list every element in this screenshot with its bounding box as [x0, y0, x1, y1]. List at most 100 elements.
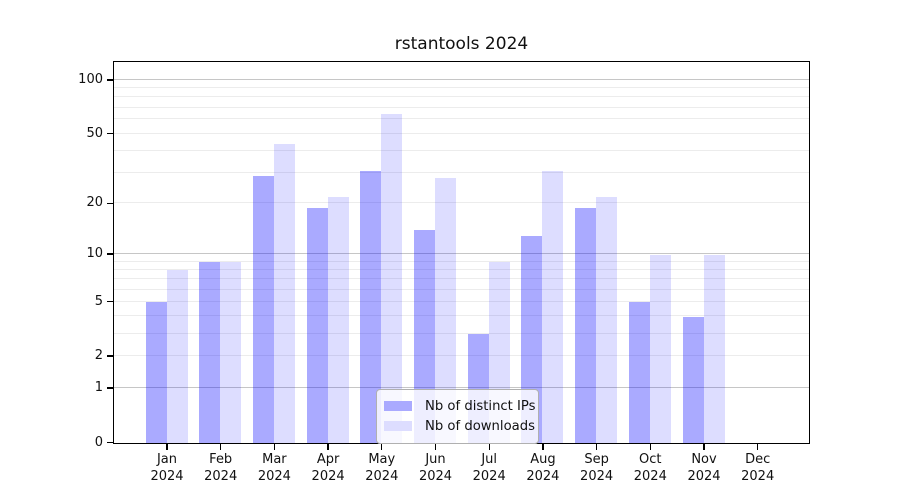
y-tick-label-2: 2	[94, 348, 103, 364]
x-tick-month: Sep	[584, 452, 609, 467]
x-tick-year: 2024	[472, 469, 506, 484]
gridline-y-40	[114, 149, 809, 151]
x-tick-year: 2024	[311, 469, 345, 484]
y-tick-10	[107, 253, 113, 255]
bar-nb-of-distinct-ips-nov-2024	[682, 316, 704, 443]
bar-nb-of-distinct-ips-may-2024	[360, 170, 382, 443]
x-tick-month: Mar	[262, 452, 287, 467]
y-tick-0	[107, 441, 113, 444]
y-tick-label-0: 0	[94, 434, 103, 450]
y-tick-label-20: 20	[86, 195, 103, 211]
x-tick-label-oct-2024: Oct 2024	[618, 451, 682, 485]
y-tick-100	[107, 79, 113, 81]
x-tick-sep-2024	[595, 444, 598, 450]
x-tick-mar-2024	[273, 444, 276, 450]
y-tick-label-10: 10	[86, 246, 103, 262]
bar-nb-of-downloads-jan-2024	[166, 270, 188, 443]
gridline-y-20	[114, 202, 809, 204]
gridline-y-10	[114, 252, 809, 255]
x-tick-label-jan-2024: Jan 2024	[135, 451, 199, 485]
gridline-y-5	[114, 300, 809, 302]
x-tick-year: 2024	[687, 469, 721, 484]
bar-nb-of-downloads-aug-2024	[542, 170, 564, 443]
gridline-y-90	[114, 87, 809, 89]
bar-nb-of-downloads-may-2024	[381, 113, 403, 443]
x-tick-jan-2024	[166, 444, 168, 450]
bar-nb-of-downloads-mar-2024	[273, 143, 295, 443]
y-tick-label-5: 5	[94, 293, 103, 309]
bar-nb-of-distinct-ips-feb-2024	[199, 262, 221, 443]
legend-label-distinct-ips: Nb of distinct IPs	[425, 398, 536, 414]
bar-nb-of-distinct-ips-mar-2024	[252, 175, 274, 443]
bar-nb-of-distinct-ips-jan-2024	[145, 302, 167, 443]
x-tick-month: Jun	[425, 452, 446, 467]
x-tick-year: 2024	[365, 469, 399, 484]
x-tick-feb-2024	[220, 444, 222, 450]
legend-label-downloads: Nb of downloads	[425, 418, 535, 434]
x-tick-jul-2024	[488, 444, 490, 450]
gridline-y-2	[114, 355, 809, 357]
legend-swatch-downloads	[384, 420, 412, 432]
x-tick-month: Jul	[481, 452, 498, 467]
bar-nb-of-downloads-apr-2024	[327, 196, 349, 443]
y-tick-label-100: 100	[78, 71, 103, 87]
gridline-y-80	[114, 96, 809, 98]
x-tick-label-jul-2024: Jul 2024	[457, 451, 521, 485]
x-tick-label-sep-2024: Sep 2024	[565, 451, 629, 485]
x-tick-label-apr-2024: Apr 2024	[296, 451, 360, 485]
x-tick-month: Oct	[639, 452, 662, 467]
plot-area: Nb of distinct IPs Nb of downloads	[113, 61, 810, 444]
plot-inner	[114, 62, 809, 443]
x-tick-year: 2024	[150, 469, 184, 484]
gridline-y-6	[114, 288, 809, 290]
x-tick-label-may-2024: May 2024	[350, 451, 414, 485]
x-tick-year: 2024	[204, 469, 238, 484]
gridline-y-30	[114, 171, 809, 173]
bar-nb-of-downloads-oct-2024	[649, 254, 671, 443]
bar-nb-of-distinct-ips-apr-2024	[306, 207, 328, 443]
gridline-y-9	[114, 260, 809, 262]
x-tick-year: 2024	[526, 469, 560, 484]
gridline-y-50	[114, 132, 809, 134]
bar-nb-of-downloads-jun-2024	[435, 178, 456, 443]
x-tick-aug-2024	[542, 444, 544, 450]
legend-swatch-distinct-ips	[384, 400, 412, 412]
gridline-y-100	[114, 78, 809, 80]
y-tick-20	[107, 202, 113, 204]
x-tick-label-aug-2024: Aug 2024	[511, 451, 575, 485]
x-tick-label-mar-2024: Mar 2024	[242, 451, 306, 485]
y-tick-label-1: 1	[94, 380, 103, 396]
gridline-y-70	[114, 106, 809, 108]
x-tick-year: 2024	[580, 469, 614, 484]
x-tick-month: Jan	[156, 452, 178, 467]
bar-nb-of-downloads-feb-2024	[220, 262, 242, 443]
x-tick-label-feb-2024: Feb 2024	[189, 451, 253, 485]
y-tick-1	[107, 387, 113, 389]
x-tick-jun-2024	[434, 444, 437, 450]
gridline-y-60	[114, 118, 809, 120]
gridline-y-8	[114, 268, 809, 270]
gridline-y-4	[114, 315, 809, 317]
y-tick-5	[107, 301, 113, 303]
legend-item-downloads: Nb of downloads	[384, 416, 535, 436]
gridline-y-3	[114, 332, 809, 334]
x-tick-month: Aug	[530, 452, 556, 467]
bar-nb-of-downloads-sep-2024	[596, 196, 618, 443]
x-tick-month: Nov	[691, 452, 717, 467]
y-tick-label-50: 50	[86, 125, 103, 141]
x-tick-dec-2024	[757, 444, 759, 450]
x-tick-label-dec-2024: Dec 2024	[726, 451, 790, 485]
y-tick-2	[107, 355, 113, 357]
chart-title: rstantools 2024	[394, 34, 529, 54]
x-tick-year: 2024	[257, 469, 291, 484]
x-tick-apr-2024	[327, 444, 329, 450]
x-tick-month: Dec	[745, 452, 771, 467]
x-tick-year: 2024	[418, 469, 453, 484]
x-tick-month: Apr	[316, 452, 340, 467]
bar-nb-of-downloads-nov-2024	[703, 254, 725, 443]
x-tick-oct-2024	[649, 444, 651, 450]
x-tick-may-2024	[381, 444, 383, 450]
x-tick-label-jun-2024: Jun 2024	[404, 451, 468, 485]
x-tick-year: 2024	[741, 469, 775, 484]
